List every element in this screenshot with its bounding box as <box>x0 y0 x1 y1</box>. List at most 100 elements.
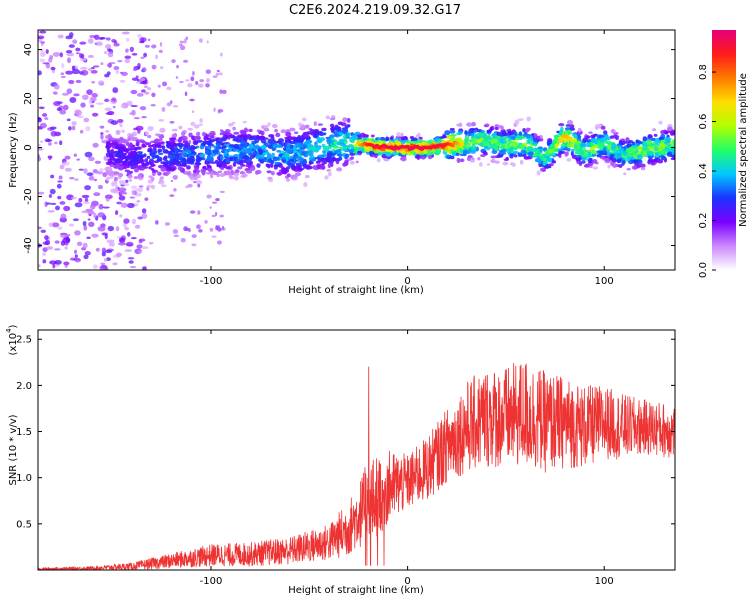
spectrogram-cell <box>245 169 253 174</box>
spectrogram-cell <box>104 194 113 200</box>
spectrogram-cell <box>192 71 195 76</box>
spectrogram-cell <box>312 165 317 170</box>
spectrogram-cell <box>192 169 197 174</box>
spectrogram-cell <box>78 198 83 203</box>
spectrogram-cell <box>242 120 247 124</box>
snr-marks <box>38 362 675 570</box>
spectrogram-cell <box>429 139 433 144</box>
spectrogram-cell <box>187 149 192 155</box>
spectrogram-cell <box>57 180 63 183</box>
colorbar-tick-label: 0.4 <box>698 163 709 179</box>
spectrogram-cell <box>212 171 219 176</box>
spectrogram-cell <box>83 168 88 174</box>
spectrogram-cell <box>38 191 45 195</box>
spectrogram-x-tick-label: 0 <box>404 276 410 287</box>
spectrogram-cell <box>321 161 326 167</box>
spectrogram-cell <box>117 59 123 63</box>
spectrogram-cell <box>119 79 126 83</box>
spectrogram-cell <box>150 126 154 130</box>
spectrogram-cell <box>573 143 577 149</box>
spectrogram-cell <box>243 134 248 140</box>
spectrogram-cell <box>124 55 132 59</box>
spectrogram-cell <box>137 129 141 134</box>
spectrogram-cell <box>659 142 665 147</box>
spectrogram-cell <box>313 133 318 139</box>
spectrogram-cell <box>118 187 127 193</box>
spectrogram-cell <box>115 130 121 136</box>
spectrogram-cell <box>641 146 648 151</box>
spectrogram-cell <box>180 163 185 167</box>
spectrogram-cell <box>71 121 77 126</box>
spectrogram-cell <box>201 157 206 161</box>
spectrogram-cell <box>364 146 370 151</box>
spectrogram-cell <box>50 174 55 179</box>
spectrogram-cell <box>232 126 236 131</box>
spectrogram-cell <box>72 218 79 222</box>
spectrogram-cell <box>623 172 627 175</box>
spectrogram-cell <box>546 157 552 162</box>
spectrogram-cell <box>138 77 146 82</box>
spectrogram-cell <box>322 132 327 136</box>
spectrogram-cell <box>195 171 200 175</box>
spectrogram-cell <box>130 166 136 170</box>
spectrogram-cell <box>215 72 220 76</box>
spectrogram-cell <box>587 158 593 164</box>
spectrogram-cell <box>278 153 283 158</box>
spectrogram-cell <box>68 32 74 38</box>
spectrogram-marks <box>38 30 675 270</box>
spectrogram-cell <box>51 222 60 228</box>
spectrogram-cell <box>274 140 281 144</box>
spectrogram-cell <box>151 143 158 148</box>
spectrogram-cell <box>66 118 71 122</box>
spectrogram-cell <box>75 79 82 84</box>
spectrogram-cell <box>496 131 501 137</box>
spectrogram-cell <box>133 146 138 151</box>
spectrogram-cell <box>156 156 163 162</box>
snr-axes: -100 0 100 0.5 1.0 1.5 2.0 2.5 <box>16 330 675 587</box>
spectrogram-cell <box>140 159 145 165</box>
spectrogram-cell <box>136 92 144 97</box>
spectrogram-cell <box>63 205 71 212</box>
spectrogram-cell <box>130 185 137 190</box>
snr-y-tick-label: 2.5 <box>16 335 32 346</box>
spectrogram-cell <box>138 40 145 44</box>
spectrogram-cell <box>580 143 586 147</box>
spectrogram-cell <box>260 139 267 144</box>
spectrogram-cell <box>147 134 152 139</box>
spectrogram-cell <box>247 150 253 153</box>
snr-y-scale-label: (x104) <box>5 324 19 355</box>
spectrogram-cell <box>474 135 481 140</box>
spectrogram-cell <box>516 144 521 149</box>
spectrogram-cell <box>502 135 509 140</box>
spectrogram-cell <box>183 226 188 232</box>
spectrogram-cell <box>532 153 538 157</box>
spectrogram-cell <box>105 249 113 254</box>
spectrogram-cell <box>303 181 308 188</box>
spectrogram-cell <box>101 247 107 254</box>
spectrogram-cell <box>190 121 196 127</box>
spectrogram-cell <box>85 208 93 212</box>
spectrogram-cell <box>121 31 130 35</box>
spectrogram-cell <box>260 155 265 159</box>
spectrogram-cell <box>69 177 75 180</box>
spectrogram-cell <box>666 126 673 132</box>
spectrogram-cell <box>112 262 118 266</box>
spectrogram-cell <box>256 129 261 133</box>
spectrogram-cell <box>89 203 96 210</box>
spectrogram-cell <box>42 252 46 256</box>
spectrogram-cell <box>248 152 254 156</box>
spectrogram-cell <box>638 141 643 145</box>
spectrogram-cell <box>137 174 142 179</box>
spectrogram-cell <box>115 69 120 75</box>
spectrogram-cell <box>277 162 283 168</box>
spectrogram-cell <box>141 89 146 93</box>
spectrogram-cell <box>456 158 461 164</box>
spectrogram-cell <box>176 160 181 165</box>
spectrogram-cell <box>229 156 234 161</box>
spectrogram-cell <box>105 161 111 165</box>
spectrogram-cell <box>298 149 303 154</box>
spectrogram-cell <box>232 138 237 142</box>
spectrogram-cell <box>471 121 476 127</box>
spectrogram-cell <box>293 131 299 135</box>
